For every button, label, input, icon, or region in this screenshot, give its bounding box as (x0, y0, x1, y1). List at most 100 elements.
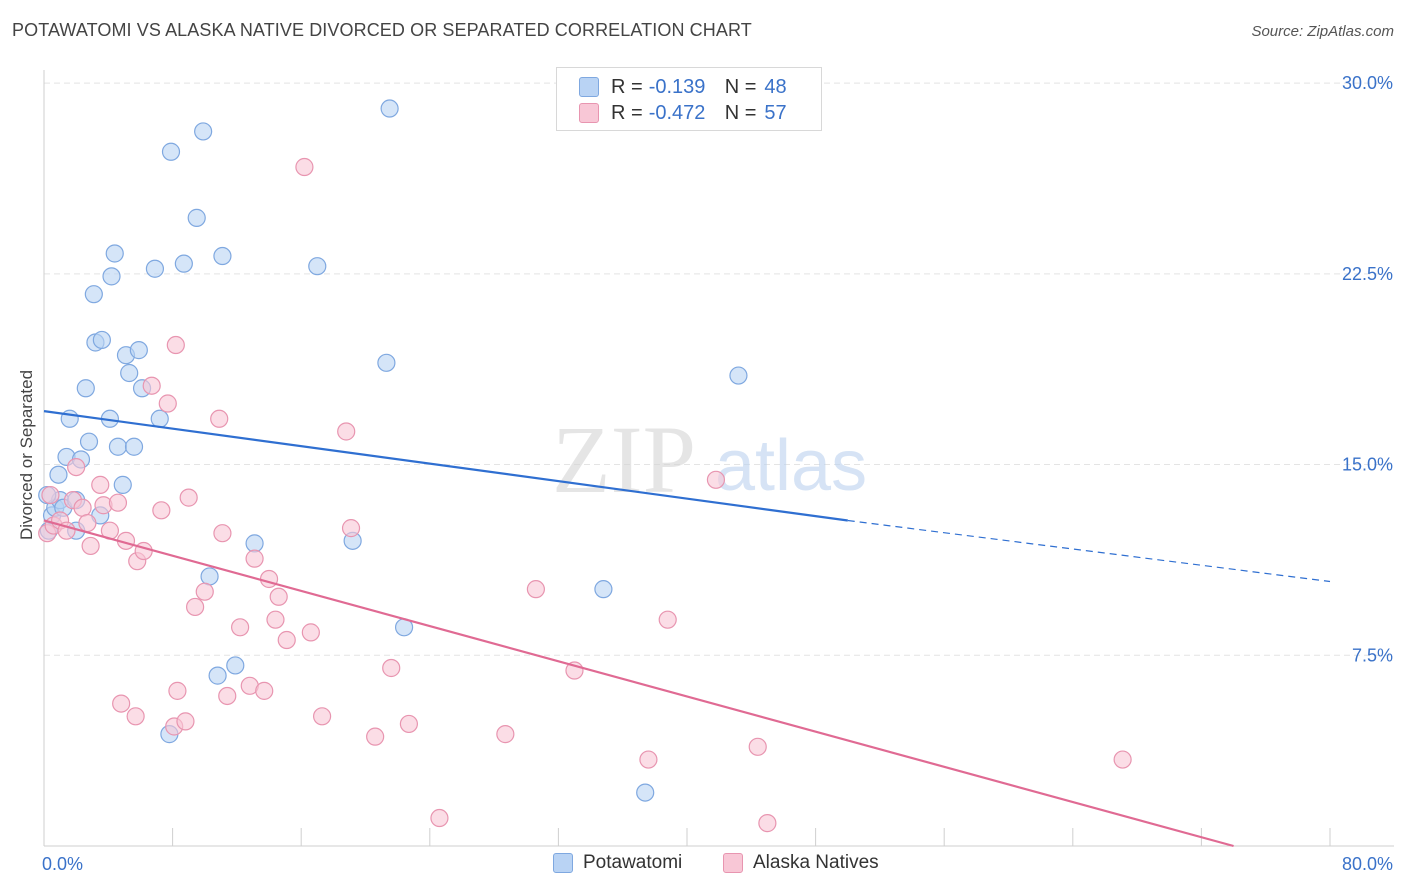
source-credit: Source: ZipAtlas.com (1251, 23, 1394, 40)
potawatomi-point (102, 267, 121, 286)
alaska-natives-point (341, 519, 361, 538)
potawatomi-point (594, 580, 613, 599)
alaska-natives-point (337, 422, 356, 441)
potawatomi-point (636, 783, 655, 802)
alaska-natives-point (496, 725, 515, 744)
potawatomi-point (200, 567, 219, 586)
legend-item-alaska-natives: Alaska Natives (723, 852, 879, 874)
alaska-natives-point (430, 808, 449, 828)
alaska-natives-point (112, 694, 131, 713)
legend-row-alaska-natives: R = -0.472 N = 57 (579, 100, 787, 126)
alaska-natives-point (186, 597, 205, 617)
potawatomi-point (377, 353, 396, 372)
alaska-natives-point (295, 157, 314, 177)
y-tick-label: 15.0% (1342, 455, 1393, 475)
potawatomi-point (194, 122, 213, 141)
alaska-natives-trend-line (43, 519, 1234, 848)
watermark-zip: ZIP (552, 406, 696, 513)
alaska-natives-point (152, 501, 171, 520)
alaska-natives-point (255, 681, 274, 700)
series-alaska-natives (38, 157, 1132, 833)
x-tick-label-max: 80.0% (1342, 854, 1393, 874)
potawatomi-point (108, 437, 128, 456)
alaska-natives-point (231, 618, 250, 637)
watermark-atlas: atlas (715, 426, 867, 506)
chart-title: POTAWATOMI VS ALASKA NATIVE DIVORCED OR … (12, 20, 752, 40)
alaska-natives-point (81, 536, 100, 556)
potawatomi-point (145, 259, 165, 278)
legend-n-value: 57 (764, 101, 787, 124)
potawatomi-trend-extension (847, 519, 1331, 583)
potawatomi-point (161, 142, 181, 161)
trend-lines (43, 410, 1331, 848)
alaska-natives-point (301, 623, 320, 642)
potawatomi-point (150, 409, 169, 428)
legend-label-potawatomi: Potawatomi (583, 852, 683, 873)
alaska-natives-point (277, 630, 296, 650)
potawatomi-point (380, 99, 399, 118)
alaska-natives-point (126, 707, 145, 726)
alaska-natives-point (259, 569, 279, 589)
legend-r-value: -0.139 (648, 75, 706, 98)
alaska-natives-point (245, 549, 264, 568)
potawatomi-point (187, 208, 206, 227)
legend-swatch-alaska-natives (579, 103, 599, 123)
alaska-natives-point (706, 470, 726, 489)
potawatomi-point (84, 285, 103, 304)
y-tick-label: 22.5% (1342, 264, 1393, 284)
alaska-natives-point (195, 582, 214, 601)
potawatomi-point (245, 534, 264, 553)
alaska-natives-point (639, 750, 658, 769)
potawatomi-trend-line (43, 410, 848, 522)
alaska-natives-point (176, 712, 195, 731)
alaska-natives-point (526, 580, 545, 599)
series-legend: Potawatomi Alaska Natives (0, 852, 1406, 878)
potawatomi-point (729, 366, 748, 385)
potawatomi-point (76, 379, 95, 398)
alaska-natives-point (142, 376, 161, 395)
alaska-natives-point (91, 475, 110, 494)
alaska-natives-point (73, 498, 92, 517)
alaska-natives-point (179, 488, 198, 507)
alaska-natives-point (166, 335, 185, 355)
potawatomi-point (105, 244, 124, 263)
x-tick-label-min: 0.0% (42, 854, 83, 874)
potawatomi-point (208, 666, 227, 685)
alaska-natives-point (748, 737, 767, 756)
alaska-natives-point (213, 524, 232, 543)
alaska-natives-point (269, 587, 288, 606)
potawatomi-point (113, 475, 132, 494)
alaska-natives-point (218, 686, 237, 706)
legend-swatch-potawatomi (579, 77, 599, 97)
legend-item-potawatomi: Potawatomi (553, 852, 682, 874)
potawatomi-point (120, 363, 139, 383)
legend-row-potawatomi: R = -0.139 N = 48 (579, 74, 787, 100)
potawatomi-point (226, 656, 245, 675)
y-tick-label: 7.5% (1352, 645, 1393, 665)
legend-r-label: R = (611, 75, 643, 98)
legend-swatch-potawatomi (553, 853, 573, 873)
potawatomi-point (124, 437, 144, 456)
alaska-natives-point (658, 610, 677, 629)
alaska-natives-point (312, 707, 332, 726)
alaska-natives-point (382, 658, 401, 678)
potawatomi-point (213, 246, 232, 266)
potawatomi-point (308, 257, 327, 276)
grid-lines (44, 82, 1394, 656)
tick-labels: 7.5% 15.0% 22.5% 30.0% 0.0% 80.0% (42, 73, 1393, 874)
legend-swatch-alaska-natives (723, 853, 743, 873)
legend-r-value: -0.472 (648, 101, 706, 124)
legend-n-value: 48 (764, 75, 787, 98)
potawatomi-point (92, 330, 111, 350)
alaska-natives-point (41, 485, 60, 505)
potawatomi-point (79, 432, 99, 451)
alaska-natives-point (758, 814, 777, 833)
legend-r-label: R = (611, 101, 643, 124)
potawatomi-point (174, 254, 193, 273)
legend-n-label: N = (724, 101, 757, 124)
alaska-natives-point (210, 409, 229, 428)
alaska-natives-point (266, 610, 285, 629)
alaska-natives-point (78, 513, 97, 533)
